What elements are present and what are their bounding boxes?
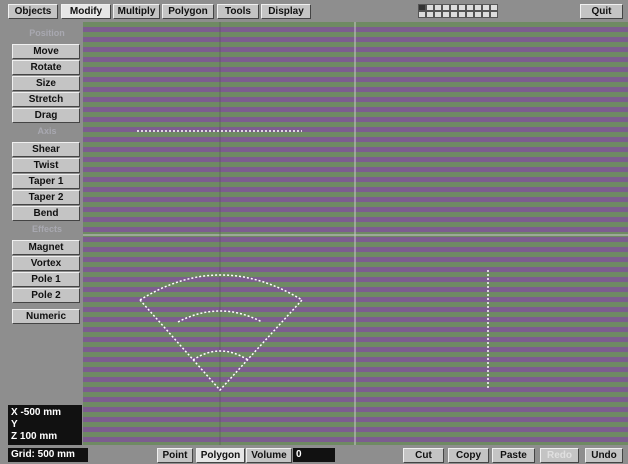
layer-cell[interactable] — [490, 11, 498, 18]
tool-button[interactable]: Size — [12, 76, 80, 91]
tab[interactable]: Modify — [61, 4, 111, 19]
layer-cell[interactable] — [458, 4, 466, 11]
geometry — [137, 131, 488, 390]
layer-cell[interactable] — [450, 4, 458, 11]
tool-button[interactable]: Magnet — [12, 240, 80, 255]
layer-cell[interactable] — [450, 11, 458, 18]
select-mode[interactable]: Point — [157, 448, 193, 463]
layer-cell[interactable] — [426, 11, 434, 18]
tool-button[interactable]: Bend — [12, 206, 80, 221]
tool-button[interactable]: Vortex — [12, 256, 80, 271]
tool-button[interactable]: Pole 2 — [12, 288, 80, 303]
layer-cell[interactable] — [418, 11, 426, 18]
layer-cell[interactable] — [474, 4, 482, 11]
tab[interactable]: Display — [261, 4, 311, 19]
tool-button[interactable]: Taper 1 — [12, 174, 80, 189]
tool-button[interactable]: Rotate — [12, 60, 80, 75]
layer-cell[interactable] — [442, 11, 450, 18]
layer-buttons[interactable] — [418, 4, 498, 20]
viewport-dividers — [83, 22, 628, 445]
action-button[interactable]: Cut — [403, 448, 444, 463]
action-button[interactable]: Copy — [448, 448, 489, 463]
coord-z: Z 100 mm — [11, 431, 82, 443]
select-mode[interactable]: Volume — [246, 448, 292, 463]
tool-button[interactable]: Numeric — [12, 309, 80, 324]
layer-cell[interactable] — [482, 4, 490, 11]
layer-cell[interactable] — [466, 4, 474, 11]
layer-cell[interactable] — [426, 4, 434, 11]
section-label: Axis — [12, 126, 82, 136]
layer-cell[interactable] — [482, 11, 490, 18]
tab[interactable]: Polygon — [162, 4, 214, 19]
tab[interactable]: Multiply — [113, 4, 160, 19]
layer-cell[interactable] — [458, 11, 466, 18]
fan-edges — [140, 300, 302, 390]
layer-cell[interactable] — [474, 11, 482, 18]
tab[interactable]: Tools — [217, 4, 259, 19]
tool-button[interactable]: Pole 1 — [12, 272, 80, 287]
coord-x: X -500 mm — [11, 407, 82, 419]
section-label: Position — [12, 28, 82, 38]
layer-cell[interactable] — [418, 4, 426, 11]
layer-cell[interactable] — [434, 4, 442, 11]
action-button[interactable]: Paste — [492, 448, 535, 463]
grid-size: Grid: 500 mm — [8, 448, 88, 462]
outer-arc — [140, 275, 302, 300]
layer-cell[interactable] — [434, 11, 442, 18]
action-button: Redo — [540, 448, 579, 463]
modeler-window: Objects Modify Multiply Polygon Tools Di… — [0, 0, 628, 464]
tool-button[interactable]: Move — [12, 44, 80, 59]
viewports[interactable] — [83, 22, 628, 445]
select-mode[interactable]: Polygon — [196, 448, 245, 463]
tool-button[interactable]: Drag — [12, 108, 80, 123]
tool-button[interactable]: Shear — [12, 142, 80, 157]
section-label: Effects — [12, 224, 82, 234]
viewport-canvas — [83, 22, 628, 445]
tool-button[interactable]: Twist — [12, 158, 80, 173]
coordinate-display: X -500 mm Y Z 100 mm — [8, 405, 82, 445]
layer-cell[interactable] — [442, 4, 450, 11]
tab[interactable]: Objects — [8, 4, 58, 19]
tool-button[interactable]: Taper 2 — [12, 190, 80, 205]
action-button[interactable]: Undo — [585, 448, 623, 463]
tool-button[interactable]: Stretch — [12, 92, 80, 107]
coord-y: Y — [11, 419, 82, 431]
quit-button[interactable]: Quit — [580, 4, 623, 19]
selection-count: 0 — [293, 448, 335, 462]
layer-cell[interactable] — [466, 11, 474, 18]
layer-cell[interactable] — [490, 4, 498, 11]
